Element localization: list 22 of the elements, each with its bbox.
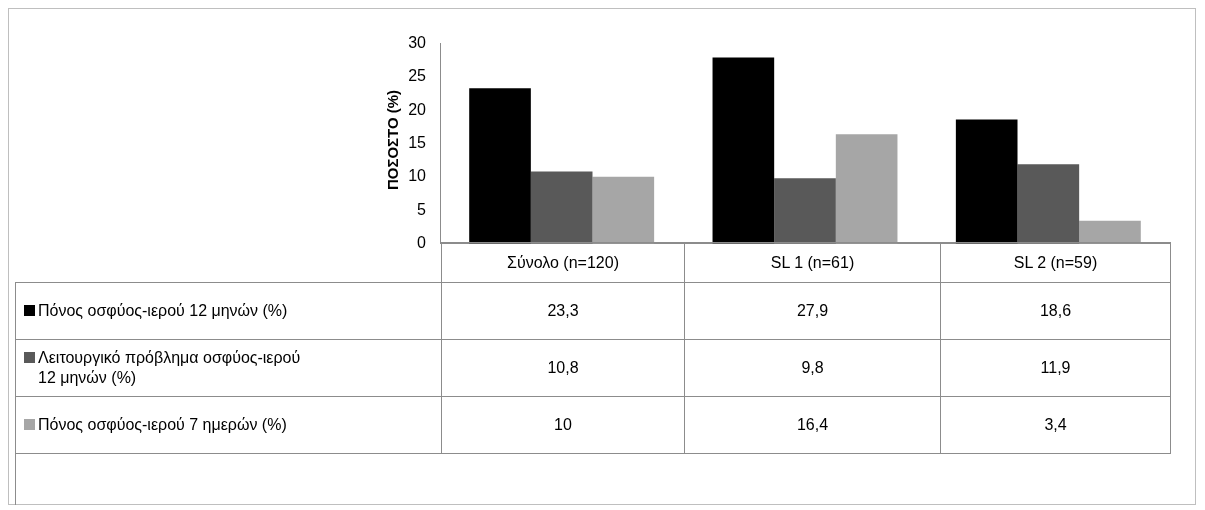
y-tick-label: 30 <box>408 34 427 52</box>
y-tick-label: 0 <box>417 233 427 251</box>
y-tick-label: 25 <box>408 67 427 85</box>
y-tick-label: 5 <box>417 200 427 218</box>
x-tick-label: SL 2 (n=59) <box>940 242 1171 283</box>
x-tick-label: Σύνολο (n=120) <box>441 242 685 283</box>
legend-label: Λειτουργικό πρόβλημα οσφύος-ιερού 12 μηνών (%) <box>38 348 302 388</box>
data-label: 9,8 <box>684 339 941 397</box>
y-axis-title: ΠΟΣΟΣΤΟ (%) <box>383 89 401 191</box>
data-label: 16,4 <box>684 396 941 454</box>
y-tick-label: 10 <box>408 167 427 185</box>
data-label: 27,9 <box>684 282 941 340</box>
data-label: 10,8 <box>441 339 685 397</box>
x-tick-label: SL 1 (n=61) <box>684 242 941 283</box>
data-label: 3,4 <box>940 396 1171 454</box>
data-label: 11,9 <box>940 339 1171 397</box>
data-label: 23,3 <box>441 282 685 340</box>
y-tick-label: 20 <box>408 100 427 118</box>
legend-label: Πόνος οσφύος-ιερού 7 ημερών (%) <box>38 415 287 435</box>
legend-label: Πόνος οσφύος-ιερού 12 μηνών (%) <box>38 301 288 321</box>
y-tick-label: 15 <box>408 133 427 151</box>
data-label: 18,6 <box>940 282 1171 340</box>
